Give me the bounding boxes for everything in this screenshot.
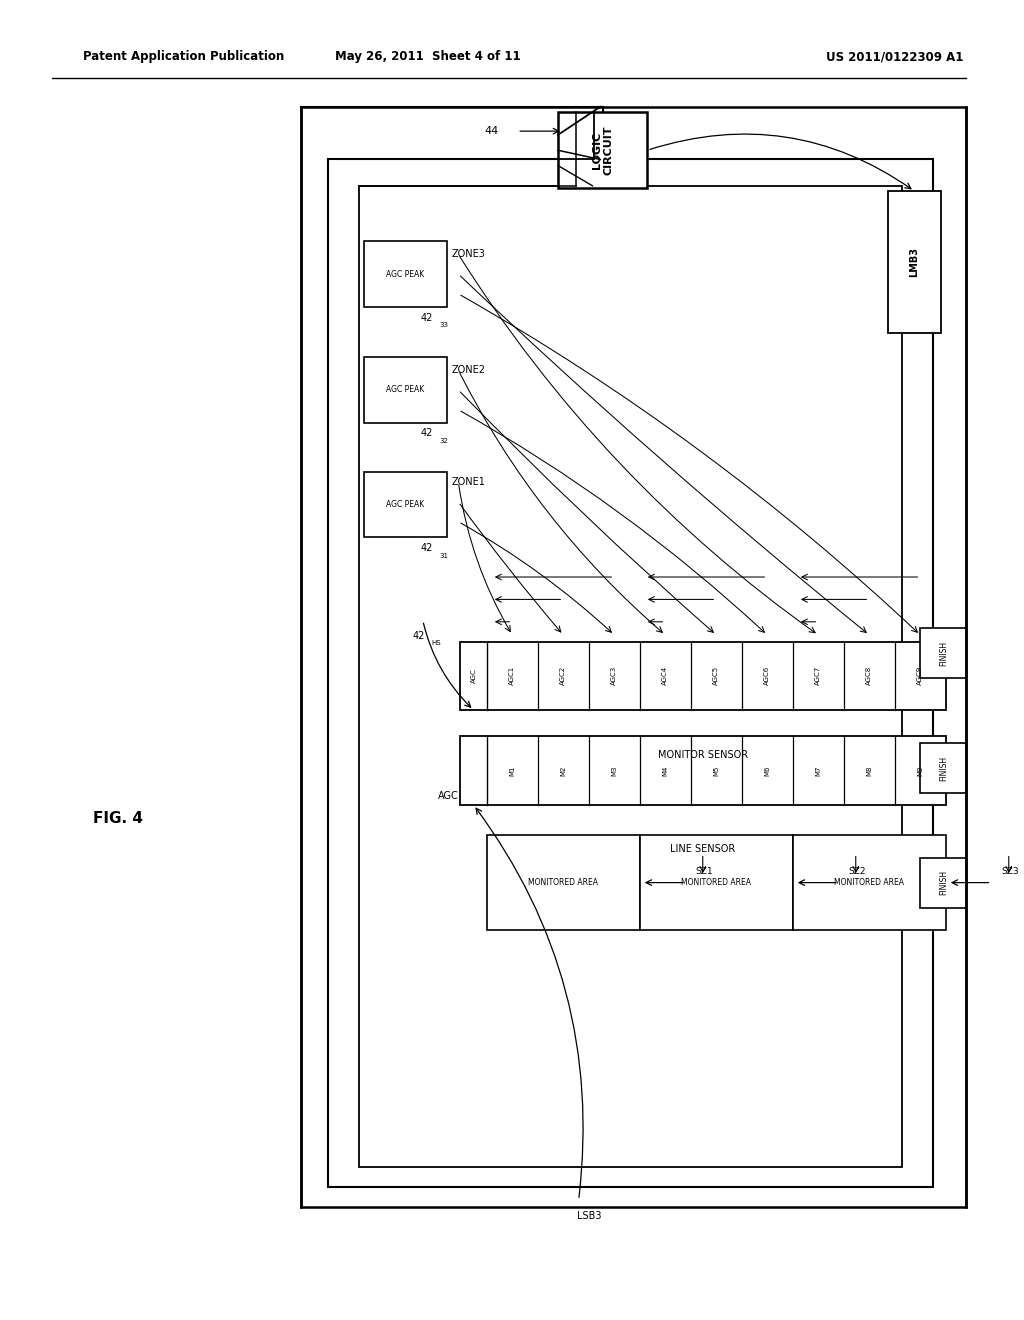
Text: AGC4: AGC4 [663, 667, 669, 685]
Text: AGC6: AGC6 [764, 667, 770, 685]
Text: MONITOR SENSOR: MONITOR SENSOR [658, 750, 749, 759]
Text: AGC PEAK: AGC PEAK [386, 500, 425, 510]
Text: AGC PEAK: AGC PEAK [386, 385, 425, 395]
Text: LMB3: LMB3 [909, 247, 920, 277]
Text: MONITORED AREA: MONITORED AREA [528, 878, 598, 887]
Text: AGC9: AGC9 [918, 667, 924, 685]
Text: FINISH: FINISH [939, 640, 948, 667]
Bar [461, 642, 946, 710]
Text: May 26, 2011  Sheet 4 of 11: May 26, 2011 Sheet 4 of 11 [335, 50, 521, 63]
Text: M2: M2 [560, 766, 566, 776]
Bar [301, 107, 966, 1206]
Text: 44: 44 [484, 127, 499, 136]
Bar [486, 836, 640, 931]
Text: M5: M5 [714, 766, 719, 776]
Text: SZ1: SZ1 [695, 867, 714, 876]
Bar [364, 242, 447, 308]
Text: AGC8: AGC8 [866, 667, 872, 685]
Text: M4: M4 [663, 766, 669, 776]
Bar [329, 160, 933, 1187]
Bar [888, 191, 941, 334]
Text: 42: 42 [421, 543, 433, 553]
Bar [358, 186, 902, 1167]
Text: AGC3: AGC3 [611, 667, 617, 685]
Bar [793, 836, 946, 931]
Text: M6: M6 [764, 766, 770, 776]
Text: AGC: AGC [438, 791, 459, 801]
Text: FINISH: FINISH [939, 755, 948, 780]
Text: M8: M8 [866, 766, 872, 776]
Bar [461, 737, 946, 805]
Text: US 2011/0122309 A1: US 2011/0122309 A1 [826, 50, 964, 63]
Text: M3: M3 [611, 766, 617, 776]
Text: SZ2: SZ2 [849, 867, 866, 876]
Text: LOGIC
CIRCUIT: LOGIC CIRCUIT [592, 125, 613, 176]
Bar [640, 836, 793, 931]
Text: LSB3: LSB3 [577, 1210, 601, 1221]
Bar [921, 628, 966, 678]
Bar [364, 356, 447, 422]
Text: 42: 42 [421, 313, 433, 322]
Text: LINE SENSOR: LINE SENSOR [671, 845, 735, 854]
Text: 42: 42 [413, 631, 425, 642]
Bar [364, 471, 447, 537]
Text: AGC: AGC [471, 668, 476, 684]
Text: AGC5: AGC5 [714, 667, 719, 685]
Text: M1: M1 [509, 766, 515, 776]
Text: AGC PEAK: AGC PEAK [386, 269, 425, 279]
Text: 42: 42 [421, 429, 433, 438]
Text: ZONE2: ZONE2 [452, 366, 485, 375]
Text: ZONE3: ZONE3 [452, 249, 485, 259]
Text: ZONE1: ZONE1 [452, 477, 485, 487]
Text: M9: M9 [918, 766, 924, 776]
Text: AGC2: AGC2 [560, 667, 566, 685]
Text: SZ3: SZ3 [1001, 867, 1019, 876]
Text: Patent Application Publication: Patent Application Publication [83, 50, 284, 63]
Text: MONITORED AREA: MONITORED AREA [681, 878, 752, 887]
Bar [558, 112, 647, 189]
Text: FIG. 4: FIG. 4 [93, 810, 143, 825]
Text: AGC1: AGC1 [509, 667, 515, 685]
Bar [921, 858, 966, 908]
Text: 32: 32 [439, 438, 447, 445]
Text: AGC7: AGC7 [815, 667, 821, 685]
Bar [921, 743, 966, 793]
Text: FINISH: FINISH [939, 870, 948, 895]
Text: M7: M7 [815, 766, 821, 776]
Text: MONITORED AREA: MONITORED AREA [835, 878, 904, 887]
Text: 33: 33 [439, 322, 449, 329]
Text: HS: HS [431, 640, 440, 645]
Text: 31: 31 [439, 553, 449, 558]
